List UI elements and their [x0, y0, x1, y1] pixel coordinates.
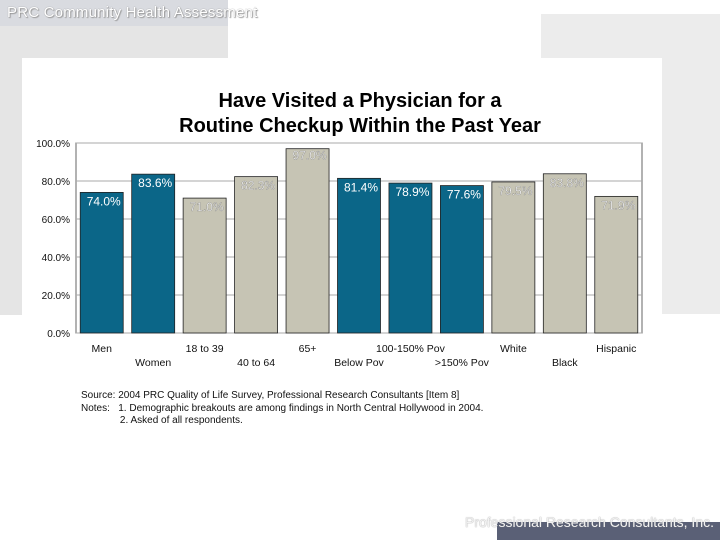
x-tick-label: 100-150% Pov — [376, 343, 446, 355]
data-label: 97.0% — [293, 149, 327, 163]
source-note: Source: 2004 PRC Quality of Life Survey,… — [81, 390, 460, 401]
bar — [337, 177, 381, 334]
bar — [234, 176, 278, 334]
y-tick-label: 20.0% — [42, 291, 70, 302]
x-tick-label: Women — [135, 357, 171, 369]
x-tick-label: 65+ — [299, 343, 317, 355]
x-tick-label: >150% Pov — [435, 357, 490, 369]
chart-title-line-1: Have Visited a Physician for a — [218, 90, 502, 112]
bar — [594, 195, 639, 334]
data-label: 71.9% — [601, 198, 635, 212]
header-title: PRC Community Health Assessment — [7, 4, 258, 21]
bar — [182, 197, 227, 334]
data-label: 83.8% — [550, 176, 584, 190]
data-label: 78.9% — [395, 185, 429, 199]
footer-text: Professional Research Consultants, Inc. — [464, 514, 714, 530]
bar — [440, 185, 484, 334]
chart-title-line-2: Routine Checkup Within the Past Year — [179, 115, 541, 137]
data-label: 82.3% — [241, 179, 275, 193]
x-tick-label: White — [500, 343, 527, 355]
x-tick-label: Below Pov — [334, 357, 384, 369]
bar — [131, 173, 176, 334]
bar — [79, 191, 124, 334]
data-label: 77.6% — [447, 188, 481, 202]
x-tick-label: Hispanic — [596, 343, 636, 355]
footer-band — [497, 522, 720, 540]
data-label: 83.6% — [138, 176, 172, 190]
bar — [285, 148, 330, 334]
y-tick-label: 60.0% — [42, 215, 70, 226]
x-tick-label: 18 to 39 — [186, 343, 224, 355]
x-tick-label: Men — [92, 343, 113, 355]
data-label: 71.0% — [190, 200, 224, 214]
data-label: 74.0% — [87, 194, 121, 208]
x-tick-label: Black — [552, 357, 578, 369]
chart-title: Have Visited a Physician for a Routine C… — [120, 89, 600, 139]
data-label: 79.5% — [498, 184, 532, 198]
y-tick-label: 40.0% — [42, 253, 70, 264]
chart-notes: Source: 2004 PRC Quality of Life Survey,… — [81, 390, 483, 428]
note-1: Notes: 1. Demographic breakouts are amon… — [81, 402, 484, 414]
y-tick-label: 100.0% — [36, 139, 70, 150]
bar — [491, 181, 536, 334]
bar — [388, 182, 433, 334]
x-tick-label: 40 to 64 — [237, 357, 275, 369]
note-2: 2. Asked of all respondents. — [81, 415, 243, 426]
y-tick-label: 80.0% — [42, 177, 70, 188]
header-band — [0, 0, 228, 26]
y-tick-label: 0.0% — [47, 329, 70, 340]
bar — [542, 173, 587, 334]
data-label: 81.4% — [344, 180, 378, 194]
